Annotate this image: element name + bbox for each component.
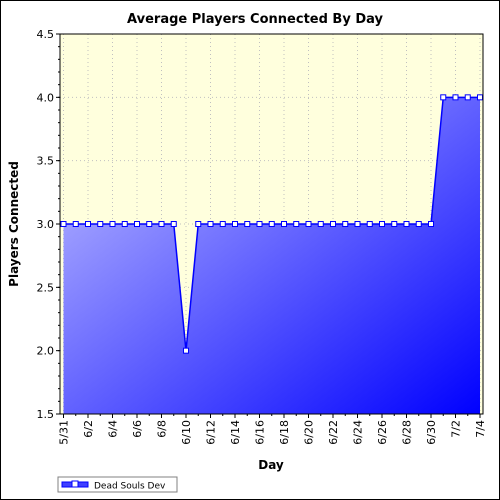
data-point (256, 221, 263, 227)
data-point (415, 221, 422, 227)
x-tick-label: 6/4 (107, 420, 120, 438)
data-point (293, 221, 300, 227)
data-point (403, 221, 410, 227)
x-tick-label: 6/24 (352, 420, 365, 445)
x-tick-label: 6/12 (205, 420, 218, 445)
data-point (281, 221, 287, 227)
y-tick-label: 2.0 (37, 345, 55, 358)
data-point (428, 221, 434, 227)
x-axis-ticks: 5/31 6/2 6/4 6/6 6/8 6/10 6/12 6/14 6/16 6/18 6/20… (58, 414, 487, 445)
x-tick-label: 6/14 (229, 420, 242, 445)
data-point (232, 221, 238, 227)
data-point (366, 221, 373, 227)
data-point (342, 221, 349, 227)
data-point (452, 94, 459, 101)
data-point (121, 221, 128, 227)
data-point (134, 221, 140, 227)
data-point (440, 94, 447, 101)
data-point (391, 221, 398, 227)
y-axis-label: Players Connected (7, 161, 21, 287)
x-tick-label: 6/6 (131, 420, 144, 438)
data-point (72, 221, 79, 227)
y-tick-label: 3.5 (37, 155, 55, 168)
x-tick-label: 6/18 (278, 420, 291, 445)
y-tick-label: 4.5 (37, 28, 55, 41)
y-axis-ticks: 1.5 2.0 2.5 3.0 3.5 4.0 4.5 (37, 28, 60, 421)
legend-label: Dead Souls Dev (94, 482, 166, 492)
data-point (195, 221, 202, 227)
y-tick-label: 4.0 (37, 91, 55, 104)
legend-box (57, 476, 178, 493)
data-point (477, 94, 483, 101)
area-fill (63, 97, 480, 414)
data-point (464, 94, 471, 101)
x-tick-label: 6/22 (327, 420, 340, 445)
x-tick-label: 6/30 (425, 420, 438, 445)
y-tick-label: 3.0 (37, 218, 55, 231)
x-tick-label: 6/2 (82, 420, 95, 438)
data-point (97, 221, 104, 227)
x-axis-label: Day (258, 458, 284, 472)
data-point (109, 221, 116, 227)
data-point (207, 221, 214, 227)
data-point (354, 221, 361, 227)
data-point (60, 221, 67, 227)
legend-marker (71, 480, 79, 488)
x-tick-label: 6/8 (156, 420, 169, 438)
x-tick-label: 6/16 (254, 420, 267, 445)
y-tick-label: 1.5 (37, 408, 55, 421)
x-tick-label: 6/10 (180, 420, 193, 445)
data-point (183, 347, 189, 354)
data-point (268, 221, 275, 227)
data-point (219, 221, 226, 227)
x-tick-label: 7/4 (474, 420, 487, 438)
x-tick-label: 6/26 (376, 420, 389, 445)
x-tick-label: 6/20 (303, 420, 316, 445)
data-point (85, 221, 91, 227)
markers (60, 94, 483, 354)
legend: Dead Souls Dev (57, 476, 178, 493)
data-point (330, 221, 336, 227)
data-point (170, 221, 177, 227)
data-point (317, 221, 324, 227)
data-point (305, 221, 312, 227)
data-point (379, 221, 385, 227)
data-point (146, 221, 153, 227)
data-point (244, 221, 251, 227)
y-tick-label: 2.5 (37, 281, 55, 294)
chart-title: Average Players Connected By Day (127, 12, 383, 27)
x-tick-label: 5/31 (58, 420, 71, 445)
x-tick-label: 6/28 (401, 420, 414, 445)
x-tick-label: 7/2 (450, 420, 463, 438)
data-point (158, 221, 165, 227)
